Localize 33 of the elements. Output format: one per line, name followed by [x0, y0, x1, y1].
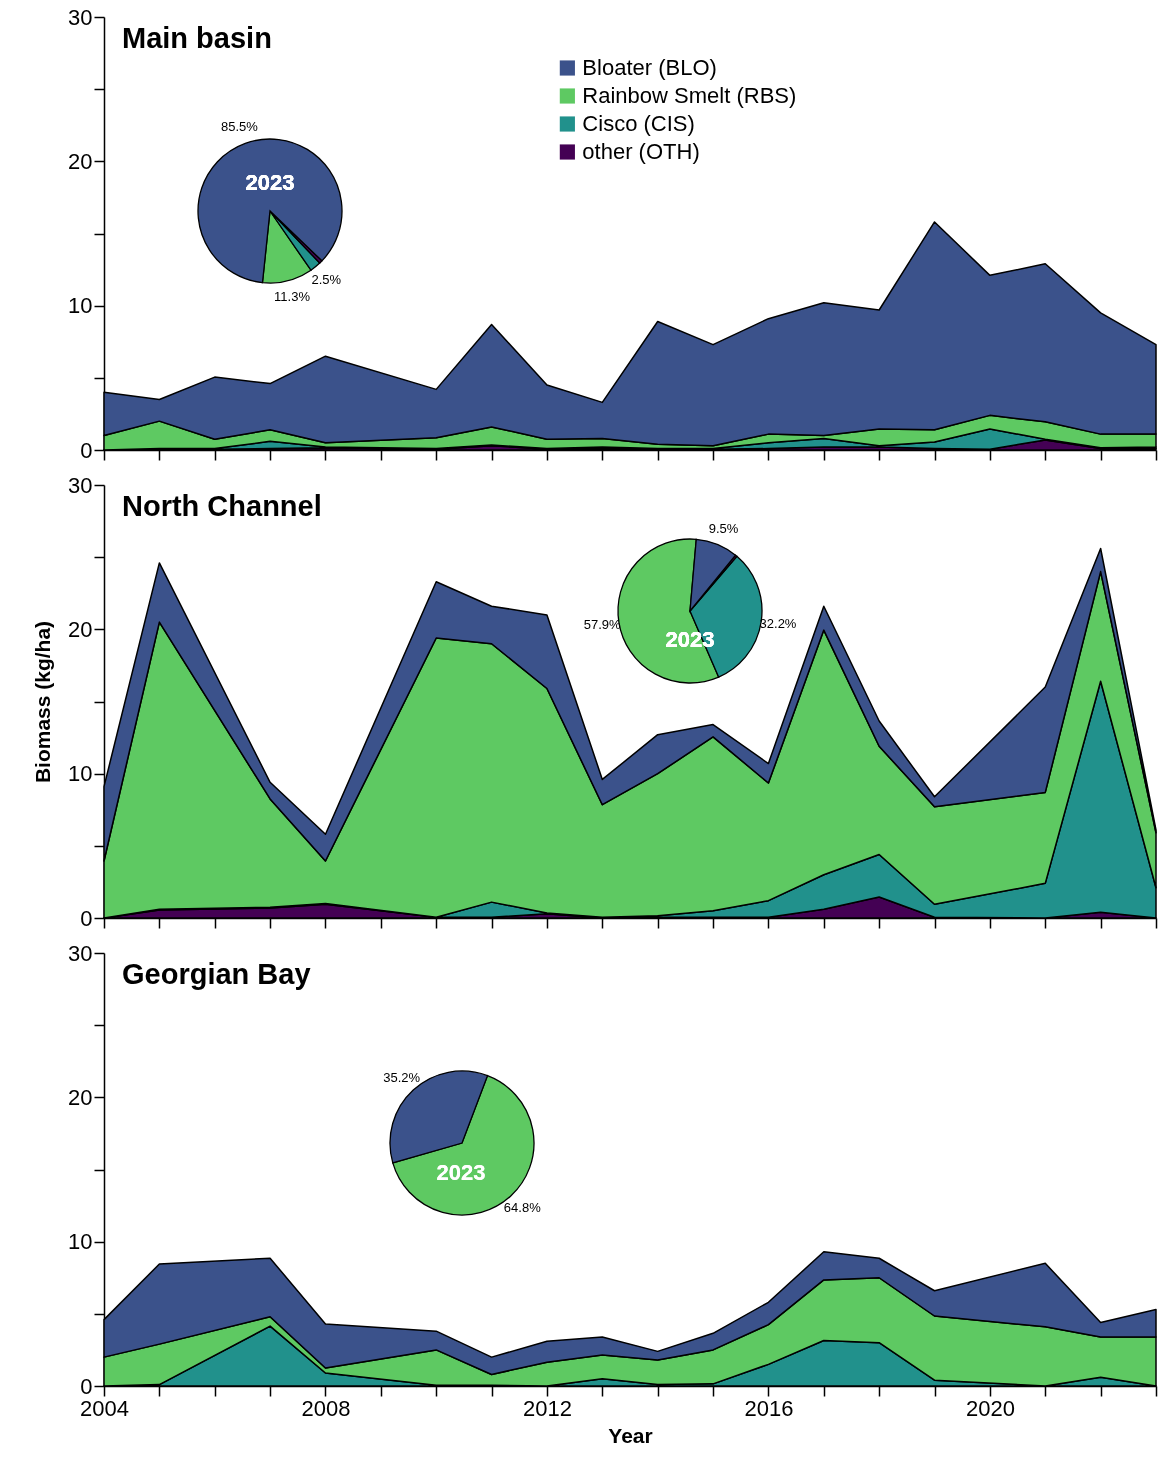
text: 2023	[245, 170, 295, 195]
y-tick-label: 10	[68, 761, 93, 787]
y-axis-title: Biomass (kg/ha)	[31, 620, 55, 784]
x-tick-label: 2020	[965, 1395, 1015, 1421]
y-tick-label: 30	[68, 472, 93, 498]
legend-label: Cisco (CIS)	[582, 111, 695, 136]
y-tick-label: 10	[68, 293, 93, 319]
y-tick-label: 20	[68, 1084, 93, 1110]
y-tick-label: 0	[80, 437, 93, 463]
data-label: 85.5%	[220, 119, 259, 135]
data-label: 2.5%	[311, 271, 342, 287]
chart-title: Main basin	[122, 22, 272, 54]
x-axis-title: Year	[608, 1423, 653, 1447]
y-tick-label: 10	[68, 1229, 93, 1255]
x-tick-label: 2016	[744, 1395, 794, 1421]
chart-title: North Channel	[122, 490, 322, 522]
data-label: 35.2%	[383, 1069, 421, 1085]
data-label: 11.3%	[274, 289, 311, 305]
y-tick-label: 30	[68, 940, 93, 966]
y-tick-label: 30	[68, 4, 93, 30]
x-tick-label: 2008	[301, 1395, 351, 1421]
legend-label: Bloater (BLO)	[582, 55, 717, 80]
legend-label: Rainbow Smelt (RBS)	[582, 83, 797, 108]
data-label: 9.5%	[708, 520, 739, 536]
y-tick-label: 20	[68, 148, 93, 174]
data-label: 57.9%	[583, 617, 622, 633]
x-tick-label: 2012	[522, 1395, 572, 1421]
data-label: 64.8%	[503, 1200, 542, 1216]
legend-label: other (OTH)	[582, 139, 700, 164]
chart-title: Georgian Bay	[122, 958, 311, 990]
y-tick-label: 20	[68, 616, 93, 642]
text: 2023	[436, 1160, 486, 1185]
y-tick-label: 0	[80, 905, 93, 931]
